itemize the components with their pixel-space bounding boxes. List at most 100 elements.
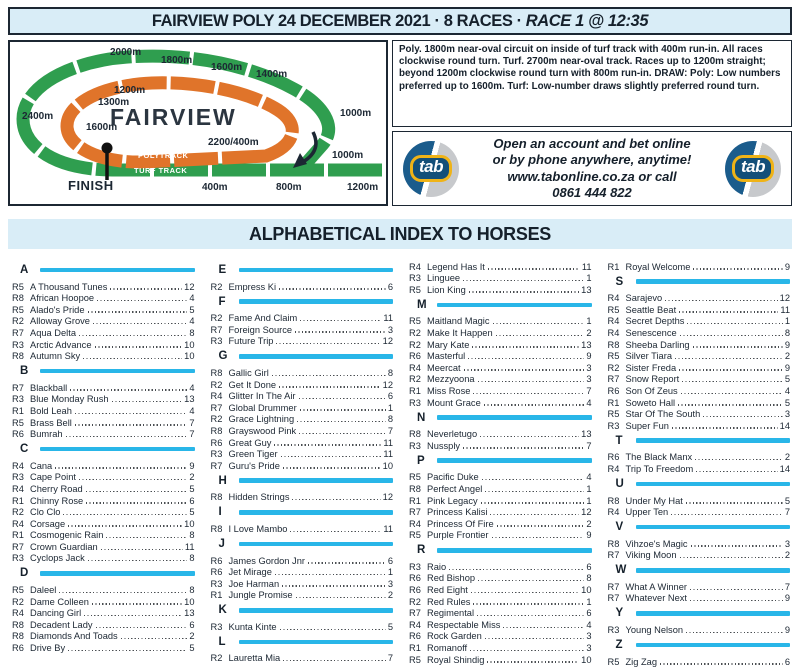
index-entry: R8 I Love Mambo 11 (211, 522, 394, 534)
entry-horse-name: Zig Zag (625, 656, 658, 667)
index-entry: R2 Mezzyoona 3 (409, 373, 592, 385)
page-title-main: FAIRVIEW POLY 24 DECEMBER 2021 · 8 RACES… (151, 11, 522, 30)
entry-leader-dots (484, 638, 585, 640)
entry-leader-dots (63, 513, 188, 516)
entry-leader-dots (678, 404, 783, 406)
entry-leader-dots (480, 502, 585, 504)
ad-line: Open an account and bet online (493, 136, 691, 151)
entry-race-number: R8 (12, 619, 24, 630)
letter-divider-bar (635, 642, 790, 648)
entry-race-number: R8 (409, 429, 421, 440)
entry-horse-name: Royal Welcome (625, 261, 691, 272)
index-entry: R2 Fame And Claim 11 (211, 312, 394, 324)
entry-leader-dots (468, 291, 580, 293)
entry-leader-dots (74, 412, 188, 414)
entry-race-number: R6 (210, 555, 223, 566)
entry-race-number: R3 (12, 553, 24, 564)
index-entry: R4 Legend Has It 11 (409, 260, 592, 272)
entry-leader-dots (468, 357, 585, 360)
entry-page-number: 1 (586, 596, 592, 607)
entry-horse-name: Aqua Delta (30, 327, 76, 338)
entry-horse-name: Cape Point (30, 472, 76, 483)
entry-page-number: 8 (586, 573, 592, 584)
index-entry: R3 Nussply 7 (409, 439, 592, 451)
entry-page-number: 11 (383, 523, 393, 534)
entry-leader-dots (85, 490, 188, 492)
entry-horse-name: Diamonds And Toads (30, 631, 118, 642)
entry-race-number: R5 (607, 351, 620, 362)
entry-horse-name: Romanoff (427, 643, 468, 654)
entry-race-number: R2 (409, 339, 421, 350)
index-letter-row: Y (608, 607, 790, 620)
entry-page-number: 8 (189, 553, 195, 564)
entry-leader-dots (495, 334, 585, 336)
entry-horse-name: Mount Grace (427, 397, 481, 408)
index-entry: R2 Get It Done 12 (211, 378, 394, 390)
index-letter: U (615, 477, 624, 490)
entry-horse-name: Rock Garden (427, 631, 482, 642)
entry-horse-name: Bumrah (30, 429, 63, 440)
letter-divider-bar (635, 279, 790, 284)
entry-race-number: R6 (12, 643, 24, 654)
track-distance-label: 1600m (211, 62, 243, 73)
index-letter-row: L (211, 635, 393, 648)
entry-horse-name: Brass Bell (30, 417, 72, 428)
entry-horse-name: Make It Happen (427, 327, 493, 338)
entry-leader-dots (660, 663, 783, 665)
entry-leader-dots (463, 369, 585, 371)
index-entry: R4 Respectable Miss 4 (409, 618, 592, 630)
entry-race-number: R6 (409, 351, 421, 362)
entry-race-number: R3 (409, 561, 421, 572)
entry-race-number: R5 (12, 304, 24, 315)
entry-page-number: 6 (189, 495, 195, 506)
index-entry: R7 Guru's Pride 10 (211, 459, 394, 471)
index-letter-row: M (409, 298, 592, 311)
entry-horse-name: Senescence (625, 327, 677, 338)
index-entry: R4 Meercat 3 (409, 361, 592, 373)
entry-horse-name: Guru's Pride (228, 460, 280, 471)
entry-horse-name: Jet Mirage (228, 567, 272, 578)
index-letter: H (218, 474, 227, 487)
index-entry: R4 Glitter In The Air 6 (211, 390, 394, 401)
entry-horse-name: Whatever Next (625, 593, 687, 604)
entry-page-number: 5 (189, 483, 195, 494)
entry-leader-dots (100, 548, 183, 550)
entry-page-number: 6 (387, 555, 393, 566)
entry-leader-dots (295, 331, 386, 333)
index-title: ALPHABETICAL INDEX TO HORSES (8, 219, 792, 249)
entry-page-number: 4 (586, 397, 592, 408)
index-letter: R (417, 544, 426, 557)
track-distance-label: 2000m (110, 47, 142, 58)
entry-race-number: R3 (210, 578, 223, 589)
index-entry: R2 Sister Freda 9 (608, 361, 791, 373)
index-letter: N (417, 411, 426, 424)
entry-race-number: R7 (210, 460, 223, 471)
entry-page-number: 13 (184, 394, 195, 405)
entry-page-number: 9 (784, 625, 790, 636)
index-entry: R8 Sheeba Darling 9 (608, 338, 791, 350)
entry-leader-dots (299, 432, 386, 434)
index-letter-row: D (12, 567, 195, 580)
entry-leader-dots (74, 424, 188, 426)
entry-race-number: R4 (409, 619, 421, 630)
letter-divider-bar (437, 548, 592, 553)
index-column: E R2 Empress Ki 6 F R2 Fame And Claim 11 R7 Forei… (210, 260, 394, 663)
tab-logo-text: tab (732, 155, 774, 182)
index-entry: R7 Global Drummer 1 (211, 401, 394, 413)
entry-page-number: 11 (383, 313, 393, 324)
entry-leader-dots (689, 600, 783, 602)
entry-page-number: 6 (387, 281, 393, 292)
entry-horse-name: Regimental (427, 608, 475, 619)
entry-horse-name: Pink Legacy (427, 495, 478, 506)
turf-track-label: TURF TRACK (134, 166, 188, 175)
entry-page-number: 11 (581, 261, 592, 272)
track-distance-label: 1800m (161, 55, 193, 66)
entry-page-number: 13 (581, 284, 592, 295)
entry-page-number: 3 (387, 324, 393, 335)
entry-page-number: 6 (189, 619, 195, 630)
entry-horse-name: Soweto Hall (625, 397, 676, 408)
entry-horse-name: Mezzyoona (427, 374, 475, 385)
entry-leader-dots (485, 490, 585, 492)
entry-race-number: R5 (12, 585, 24, 596)
index-column: R4 Legend Has It 11 R3 Linguee 1 R5 Lion King 13… (409, 260, 592, 665)
